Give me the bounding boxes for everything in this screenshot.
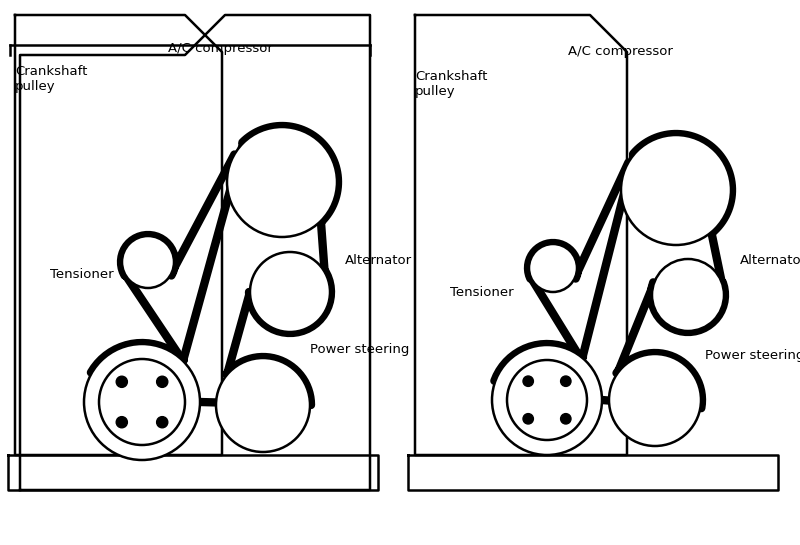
Circle shape	[157, 376, 168, 387]
Circle shape	[99, 359, 185, 445]
Text: Tensioner: Tensioner	[450, 287, 514, 300]
Circle shape	[621, 135, 731, 245]
Circle shape	[116, 376, 127, 387]
Text: Alternator: Alternator	[740, 253, 800, 267]
Circle shape	[507, 360, 587, 440]
Circle shape	[523, 376, 534, 386]
Text: A/C compressor: A/C compressor	[167, 42, 273, 55]
Polygon shape	[8, 455, 378, 490]
Circle shape	[492, 345, 602, 455]
Circle shape	[652, 259, 724, 331]
Circle shape	[523, 414, 534, 424]
Circle shape	[561, 376, 571, 386]
Circle shape	[216, 358, 310, 452]
Text: Alternator: Alternator	[345, 253, 412, 267]
Polygon shape	[20, 15, 370, 490]
Circle shape	[561, 414, 571, 424]
Polygon shape	[408, 455, 778, 490]
Text: Power steering: Power steering	[310, 343, 410, 356]
Circle shape	[227, 127, 337, 237]
Polygon shape	[415, 15, 627, 455]
Circle shape	[122, 236, 174, 288]
Text: Crankshaft
pulley: Crankshaft pulley	[15, 65, 87, 93]
Circle shape	[250, 252, 330, 332]
Polygon shape	[15, 15, 222, 455]
Text: A/C compressor: A/C compressor	[567, 45, 673, 58]
Circle shape	[529, 244, 577, 292]
Circle shape	[157, 416, 168, 428]
Text: Power steering: Power steering	[705, 348, 800, 361]
Circle shape	[84, 344, 200, 460]
Circle shape	[609, 354, 701, 446]
Text: Crankshaft
pulley: Crankshaft pulley	[415, 70, 487, 98]
Text: Tensioner: Tensioner	[50, 269, 114, 282]
Circle shape	[116, 416, 127, 428]
